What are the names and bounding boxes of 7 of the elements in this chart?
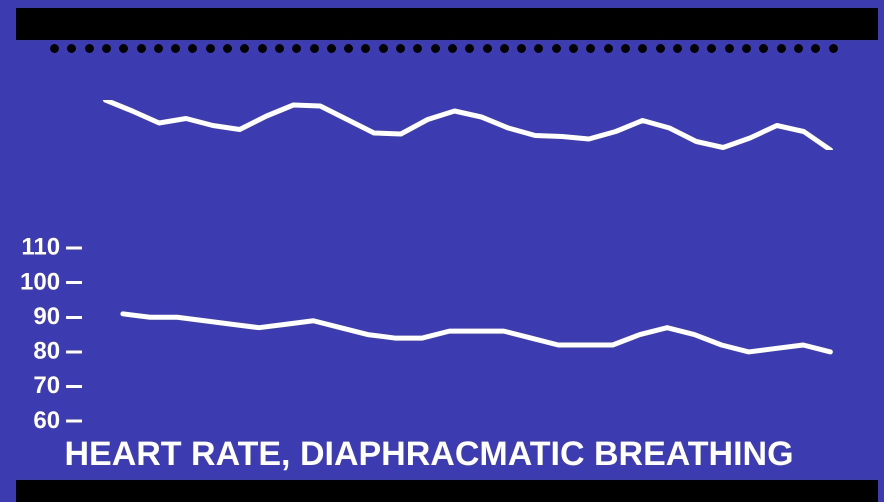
y-tick-label: 100 [20,268,60,296]
y-tick-label: 110 [21,234,60,261]
y-tick-label: 90 [33,302,60,330]
y-tick-label: 80 [33,338,60,365]
text: HEART RATE, DIAPHRACMATIC BREATHING [64,434,794,473]
y-tick-label: 70 [33,372,60,400]
y-tick-label: 60 [33,406,60,434]
